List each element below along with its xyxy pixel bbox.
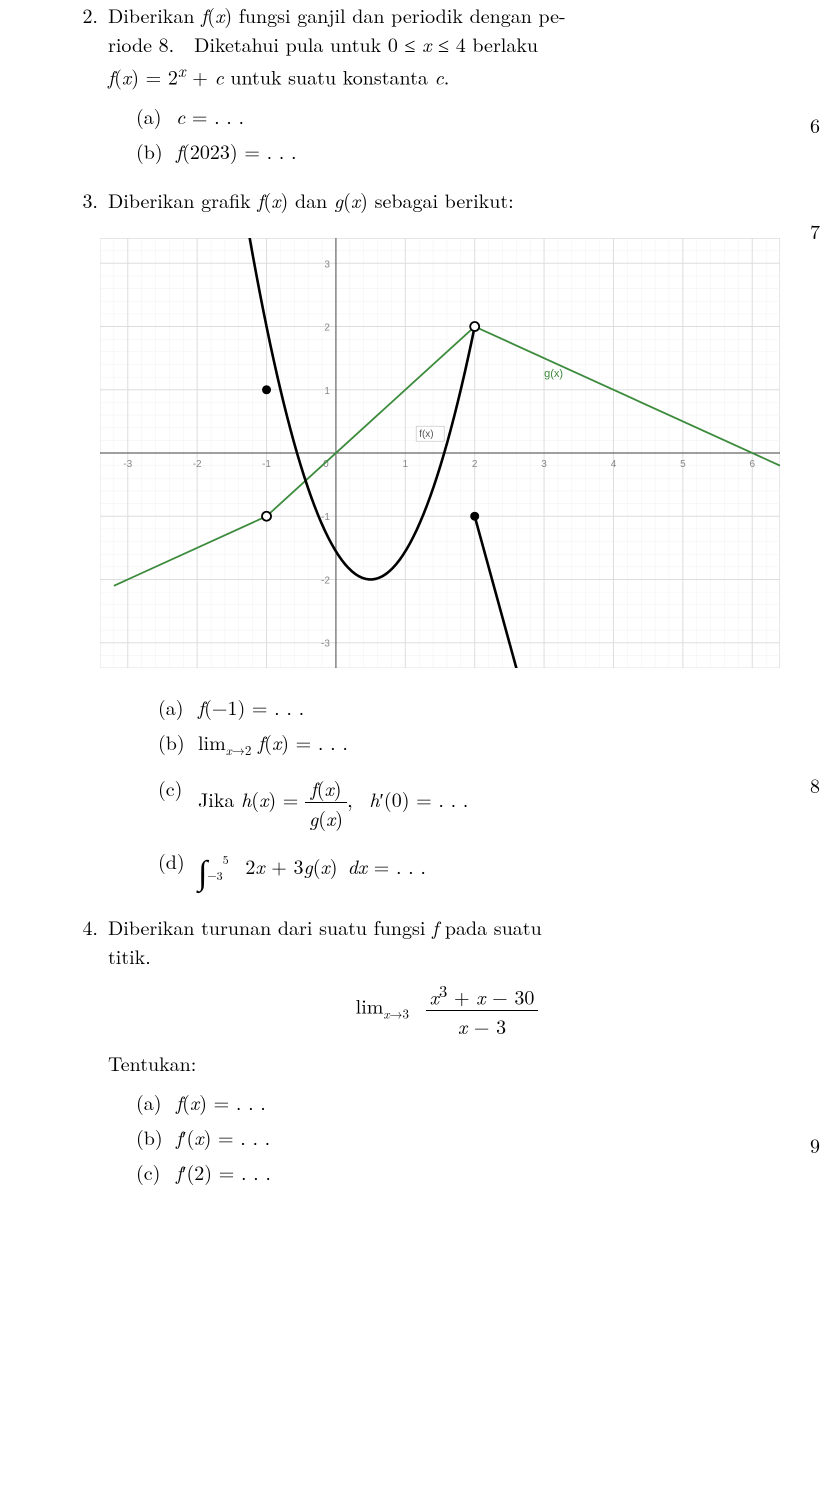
q4c-label: (c) [136, 1157, 176, 1186]
q2-line-3: f(x) = 2x + c untuk suatu konstanta c. [108, 58, 786, 91]
svg-text:5: 5 [680, 459, 686, 470]
q2b-label: (b) [136, 136, 176, 165]
question-2: 2. Diberikan f(x) fungsi ganjil dan peri… [60, 0, 786, 175]
svg-text:-3: -3 [321, 638, 330, 649]
svg-text:1: 1 [324, 385, 330, 396]
question-3: 3. Diberikan grafik f(x) dan g(x) sebaga… [60, 185, 786, 214]
side-label-9: 9 [810, 1130, 820, 1159]
svg-text:g(x): g(x) [544, 368, 563, 380]
q2-line-1: Diberikan f(x) fungsi ganjil dan periodi… [108, 0, 786, 29]
svg-text:-2: -2 [321, 575, 330, 586]
q4b-text: f′(x) = . . . [176, 1122, 786, 1151]
svg-text:3: 3 [324, 259, 330, 270]
chart-svg: -3-2-10123456-3-2-1123g(x)f(x) [100, 238, 780, 668]
q2b-text: f(2023) = . . . [176, 136, 786, 165]
svg-text:-2: -2 [193, 459, 202, 470]
svg-text:-1: -1 [262, 459, 271, 470]
q3a-text: f(−1) = . . . [198, 692, 786, 721]
svg-text:-3: -3 [123, 459, 132, 470]
chart: -3-2-10123456-3-2-1123g(x)f(x) [100, 238, 780, 668]
svg-text:2: 2 [324, 322, 330, 333]
question-4: 4. Diberikan turunan dari suatu fungsi f… [60, 912, 786, 1197]
q4b-label: (b) [136, 1122, 176, 1151]
q3-text: Diberikan grafik f(x) dan g(x) sebagai b… [108, 185, 786, 214]
q4c-text: f′(2) = . . . [176, 1157, 786, 1186]
q3a-label: (a) [158, 692, 198, 721]
q4a-text: f(x) = . . . [176, 1087, 786, 1116]
q3b-label: (b) [158, 727, 198, 759]
q3-number: 3. [60, 185, 108, 214]
q4-math: limx→3 x3 + x − 30x − 3 [108, 978, 786, 1041]
q4-line-1: Diberikan turunan dari suatu fungsi f pa… [108, 912, 786, 941]
q2-line-2: riode 8. Diketahui pula untuk 0 ≤ x ≤ 4 … [108, 29, 786, 58]
svg-text:-1: -1 [321, 512, 330, 523]
q4-number: 4. [60, 912, 108, 1197]
q2a-label: (a) [136, 101, 176, 130]
q3c-text: Jika h(x) = f(x)g(x), h′(0) = . . . [198, 773, 786, 832]
q2-number: 2. [60, 0, 108, 175]
q2a-text: c = . . . [176, 101, 786, 130]
q3d-label: (d) [158, 846, 198, 894]
q3d-text: ∫−35 2x + 3g(x) dx = . . . [198, 846, 786, 894]
q4a-label: (a) [136, 1087, 176, 1116]
svg-text:6: 6 [749, 459, 755, 470]
svg-text:1: 1 [403, 459, 409, 470]
q3b-text: limx→2 f(x) = . . . [198, 727, 786, 759]
q4-line-2: titik. [108, 941, 786, 970]
svg-text:4: 4 [611, 459, 617, 470]
side-label-8: 8 [810, 770, 820, 799]
side-label-7: 7 [810, 216, 820, 245]
q3c-label: (c) [158, 773, 198, 832]
svg-text:f(x): f(x) [419, 429, 433, 440]
svg-text:3: 3 [541, 459, 547, 470]
svg-text:2: 2 [472, 459, 478, 470]
side-label-6: 6 [810, 110, 820, 139]
q4-tentukan: Tentukan: [108, 1048, 786, 1077]
